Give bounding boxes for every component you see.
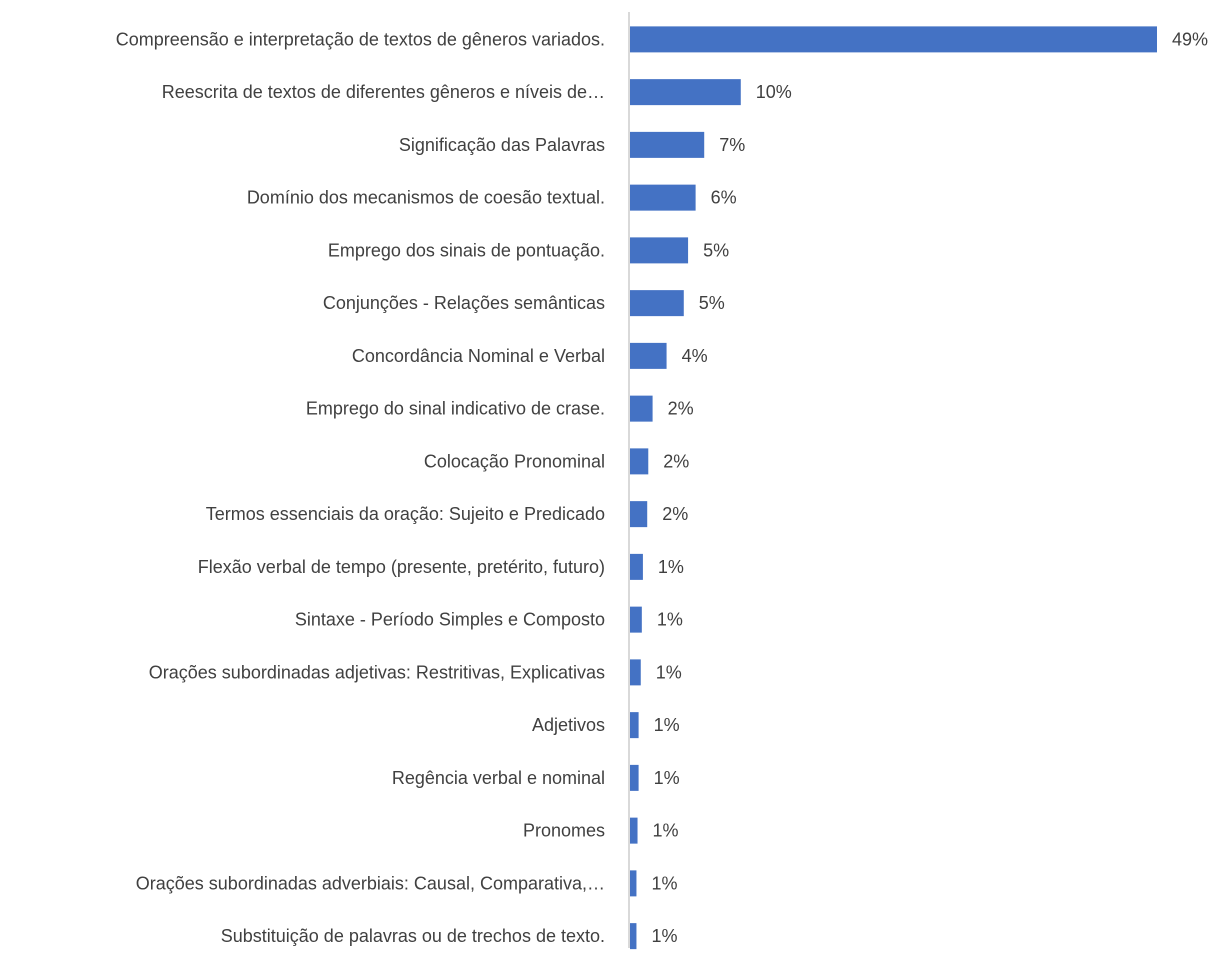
bar [630, 501, 648, 528]
category-label: Conjunções - Relações semânticas [323, 293, 605, 313]
category-label: Orações subordinadas adjetivas: Restriti… [149, 662, 605, 682]
bar [630, 606, 642, 633]
bar [630, 79, 741, 106]
bar [630, 553, 643, 580]
bar [630, 817, 638, 844]
data-label: 2% [662, 504, 688, 524]
bar [630, 712, 639, 739]
category-label: Domínio dos mecanismos de coesão textual… [247, 188, 605, 208]
category-label: Reescrita de textos de diferentes gênero… [162, 82, 605, 102]
data-label: 1% [651, 926, 677, 946]
category-label: Colocação Pronominal [424, 451, 605, 471]
data-label: 4% [682, 346, 708, 366]
category-label: Compreensão e interpretação de textos de… [116, 29, 605, 49]
data-label: 1% [651, 873, 677, 893]
bar [630, 659, 641, 686]
category-label: Sintaxe - Período Simples e Composto [295, 610, 605, 630]
data-labels-layer: 49% 10% 7% 6% 5% 5% 4% 2% 2% 2% 1% 1% 1% 1% 1% 1% 1% 1% [651, 29, 1208, 946]
data-label: 6% [711, 188, 737, 208]
bar [630, 923, 637, 950]
category-label: Orações subordinadas adverbiais: Causal,… [136, 873, 605, 893]
bars-layer [630, 26, 1157, 950]
data-label: 10% [756, 82, 792, 102]
data-label: 1% [657, 610, 683, 630]
category-label: Flexão verbal de tempo (presente, pretér… [198, 557, 605, 577]
category-label: Adjetivos [532, 715, 605, 735]
data-label: 1% [656, 662, 682, 682]
data-label: 1% [658, 557, 684, 577]
bar [630, 342, 667, 369]
bar [630, 237, 689, 264]
data-label: 5% [699, 293, 725, 313]
category-label: Significação das Palavras [399, 135, 605, 155]
bar [630, 395, 653, 422]
data-label: 1% [654, 715, 680, 735]
data-label: 1% [653, 821, 679, 841]
category-label: Substituição de palavras ou de trechos d… [221, 926, 605, 946]
data-label: 49% [1172, 29, 1208, 49]
category-labels-layer: Compreensão e interpretação de textos de… [116, 29, 605, 946]
data-label: 1% [654, 768, 680, 788]
bar [630, 131, 705, 158]
category-label: Pronomes [523, 821, 605, 841]
bar [630, 26, 1157, 53]
bar [630, 184, 696, 211]
data-label: 2% [663, 451, 689, 471]
category-label: Termos essenciais da oração: Sujeito e P… [206, 504, 605, 524]
bar [630, 870, 637, 897]
data-label: 5% [703, 240, 729, 260]
bar [630, 448, 649, 475]
data-label: 7% [719, 135, 745, 155]
bar [630, 764, 639, 791]
category-label: Emprego do sinal indicativo de crase. [306, 399, 605, 419]
category-label: Emprego dos sinais de pontuação. [328, 240, 605, 260]
bar [630, 290, 684, 317]
data-label: 2% [668, 399, 694, 419]
category-label: Concordância Nominal e Verbal [352, 346, 605, 366]
category-label: Regência verbal e nominal [392, 768, 605, 788]
